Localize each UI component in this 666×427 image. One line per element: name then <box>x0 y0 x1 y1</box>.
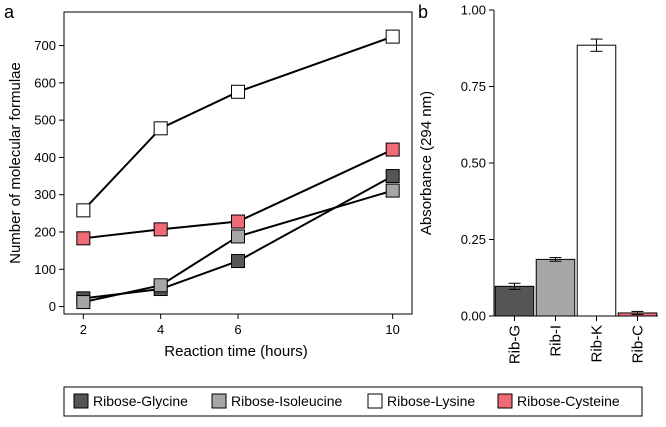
legend-label-ribose-cysteine: Ribose-Cysteine <box>517 393 620 409</box>
bar-rib-i <box>535 258 576 317</box>
x-tick-label: 6 <box>234 322 241 337</box>
x-tick-label: 2 <box>80 322 87 337</box>
y-tick-label: 0 <box>49 299 56 314</box>
legend-swatch-ribose-isoleucine <box>211 393 227 409</box>
legend-swatch-ribose-lysine <box>367 393 383 409</box>
data-point-ribose-lysine <box>385 29 400 44</box>
x-tick-label: Rib-K <box>589 325 606 363</box>
legend-box <box>63 386 643 417</box>
panel-a-y-axis-title: Number of molecular formulae <box>7 62 24 264</box>
legend-label-ribose-lysine: Ribose-Lysine <box>387 393 475 409</box>
data-point-ribose-cysteine <box>385 142 400 157</box>
y-tick-label: 0.00 <box>461 309 486 324</box>
panel-b-y-ticks: 0.00 0.25 0.50 0.75 1.00 <box>461 3 494 324</box>
y-tick-label: 400 <box>34 150 56 165</box>
y-tick-label: 0.25 <box>461 232 486 247</box>
panel-a-x-ticks: 2 4 6 10 <box>80 314 400 337</box>
data-point-ribose-lysine <box>153 121 168 136</box>
panel-a-x-axis-title: Reaction time (hours) <box>164 343 307 360</box>
y-tick-label: 300 <box>34 187 56 202</box>
y-tick-label: 500 <box>34 113 56 128</box>
panel-a-label: a <box>4 2 15 22</box>
y-tick-label: 100 <box>34 262 56 277</box>
panel-a-series-points <box>76 29 400 310</box>
y-tick-label: 0.75 <box>461 79 486 94</box>
x-tick-label: Rib-G <box>507 325 524 364</box>
series-line-ribose-isoleucine <box>83 189 393 304</box>
x-tick-label: Rib-C <box>630 325 647 364</box>
legend: Ribose-Glycine Ribose-Isoleucine Ribose-Ly… <box>63 386 643 417</box>
data-point-ribose-cysteine <box>153 222 168 237</box>
x-tick-label: 10 <box>385 322 399 337</box>
y-tick-label: 1.00 <box>461 3 486 18</box>
legend-label-ribose-glycine: Ribose-Glycine <box>93 393 188 409</box>
data-point-ribose-glycine <box>385 169 400 184</box>
panel-a-plot-frame <box>63 11 413 315</box>
panel-b-x-ticks: Rib-G Rib-I Rib-K Rib-C <box>507 316 647 364</box>
panel-a-line-chart: a 0 100 200 300 400 500 600 700 2 4 6 10 Reaction … <box>4 2 413 360</box>
x-tick-label: Rib-I <box>548 325 565 357</box>
panel-b-bars <box>494 38 658 317</box>
panel-a-series-lines <box>82 35 394 304</box>
data-point-ribose-glycine <box>231 254 245 269</box>
panel-b-label: b <box>418 2 428 22</box>
panel-b-y-axis-title: Absorbance (294 nm) <box>418 91 435 235</box>
y-tick-label: 200 <box>34 224 56 239</box>
series-line-ribose-cysteine <box>83 148 394 240</box>
y-tick-label: 600 <box>34 75 56 90</box>
series-line-ribose-lysine <box>82 35 394 212</box>
data-point-ribose-lysine <box>231 84 245 99</box>
legend-swatch-ribose-cysteine <box>497 393 513 409</box>
panel-b-bar-chart: b 0.000.250.500.751.00 Rib-G Rib-I Rib-K Ri… <box>418 2 658 364</box>
data-point-ribose-cysteine <box>76 231 91 246</box>
panel-a-y-ticks: 0 100 200 300 400 500 600 700 <box>34 38 64 314</box>
y-tick-label: 0.50 <box>461 156 486 171</box>
data-point-ribose-cysteine <box>231 214 245 229</box>
data-point-ribose-isoleucine <box>153 278 168 293</box>
data-point-ribose-isoleucine <box>385 183 400 198</box>
data-point-ribose-isoleucine <box>231 229 245 244</box>
legend-label-ribose-isoleucine: Ribose-Isoleucine <box>231 393 342 409</box>
data-point-ribose-isoleucine <box>76 295 91 310</box>
y-tick-label: 700 <box>34 38 56 53</box>
x-tick-label: 4 <box>157 322 164 337</box>
bar-rib-k <box>576 44 617 317</box>
bar-rib-g <box>494 285 535 317</box>
legend-swatch-ribose-glycine <box>73 393 89 409</box>
data-point-ribose-lysine <box>76 203 91 218</box>
